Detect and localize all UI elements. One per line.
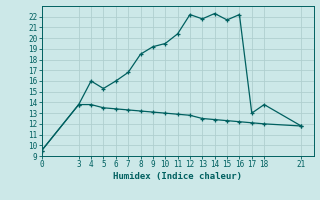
X-axis label: Humidex (Indice chaleur): Humidex (Indice chaleur): [113, 172, 242, 181]
